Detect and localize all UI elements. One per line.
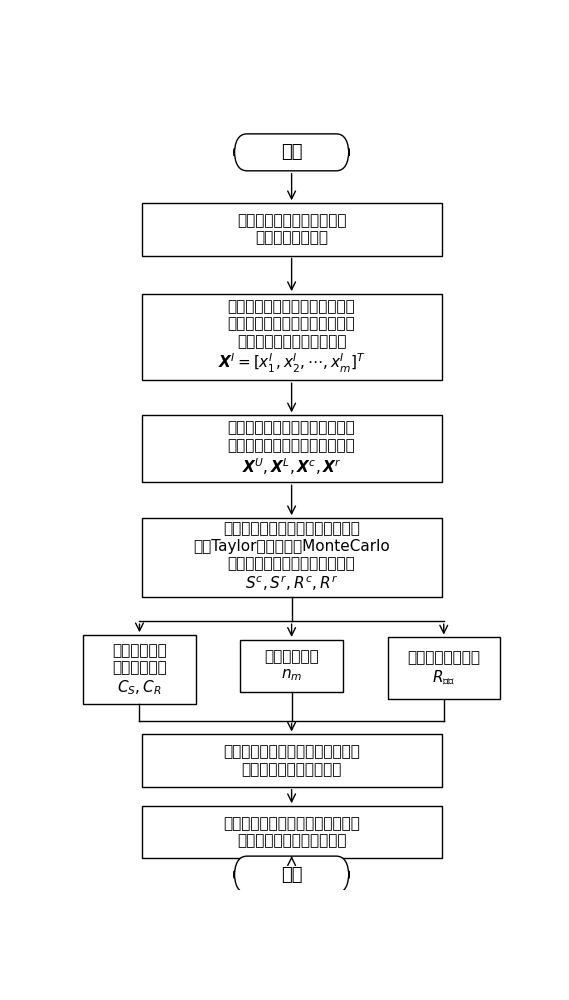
Text: 结构非概率可靠度
$R_{集合}$: 结构非概率可靠度 $R_{集合}$: [407, 650, 480, 687]
Text: 结束: 结束: [281, 866, 302, 884]
Bar: [83, 635, 196, 704]
FancyBboxPatch shape: [234, 134, 349, 171]
Text: 引入不确定传播理论，利用代数运
算、Taylor级数展开、MonteCarlo
法等求解应力、区间的分布特性
$S^{c},S^{r},R^{c},R^{r}$: 引入不确定传播理论，利用代数运 算、Taylor级数展开、MonteCarlo …: [193, 521, 390, 593]
Text: 构建变异系数、中心安全系数、非
概率可靠度的关系表达式: 构建变异系数、中心安全系数、非 概率可靠度的关系表达式: [223, 744, 360, 777]
Text: 利用灰度理论、信息熵等非统计
方法对数据进行筛选处理，得到
不确定参数的合理表征区间
$\boldsymbol{X}^{I}=[x_{1}^{I},x_{2}^: 利用灰度理论、信息熵等非统计 方法对数据进行筛选处理，得到 不确定参数的合理表征…: [218, 299, 365, 375]
Bar: [142, 734, 442, 787]
Text: 结构应力、强
度的变异系数
$C_{S},C_{R}$: 结构应力、强 度的变异系数 $C_{S},C_{R}$: [112, 643, 167, 697]
FancyBboxPatch shape: [234, 856, 349, 893]
Bar: [142, 415, 442, 482]
Text: 中心安全系数
$n_{m}$: 中心安全系数 $n_{m}$: [264, 649, 319, 683]
Bar: [142, 294, 442, 380]
Text: 试验或等精度测量得到结构
参数有限样本数据: 试验或等精度测量得到结构 参数有限样本数据: [237, 213, 347, 246]
Text: 开始: 开始: [281, 143, 302, 161]
Bar: [142, 203, 442, 256]
Bar: [142, 806, 442, 858]
Text: 引入区间理论得到不确定参数区
间的上界、下界、中心值及半径
$\boldsymbol{X}^{U},\boldsymbol{X}^{L},\boldsymbol: 引入区间理论得到不确定参数区 间的上界、下界、中心值及半径 $\boldsymb…: [228, 421, 356, 477]
Bar: [142, 518, 442, 597]
Bar: [240, 640, 344, 692]
Bar: [387, 637, 500, 699]
Text: 利用可考量非概率可靠度的安全系
数，进行安全系数结构设计: 利用可考量非概率可靠度的安全系 数，进行安全系数结构设计: [223, 816, 360, 848]
